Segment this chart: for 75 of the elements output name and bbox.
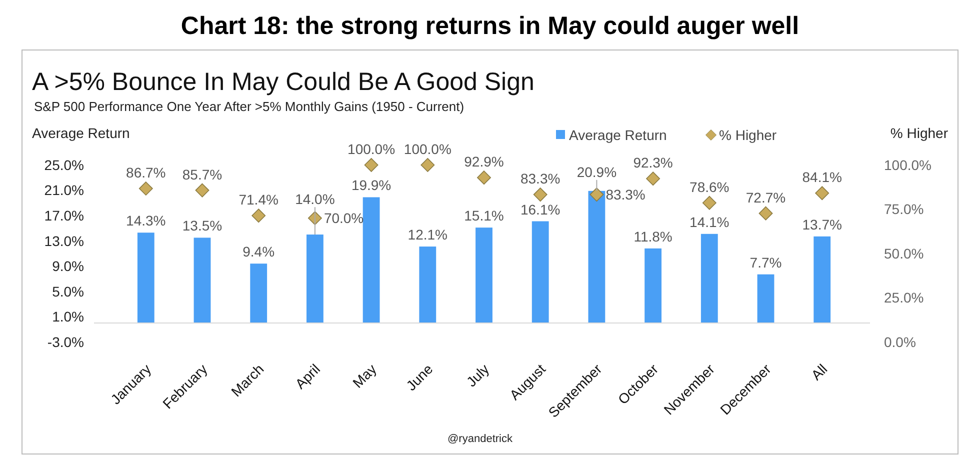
y2-tick-label: 0.0% [884, 334, 916, 350]
data-label: 13.5% [182, 218, 222, 234]
y-tick-label: 21.0% [44, 182, 84, 198]
data-label: 83.3% [606, 186, 646, 202]
bar [588, 190, 606, 324]
y-axis-title: Average Return [32, 125, 130, 141]
text: @ryandetrick [448, 433, 513, 445]
legend-label: Average Return [569, 127, 667, 143]
data-label: 92.3% [633, 154, 673, 171]
data-label: 14.3% [126, 212, 166, 229]
point [420, 158, 435, 172]
point [758, 206, 773, 220]
data-label: 12.1% [408, 226, 448, 243]
point [252, 208, 266, 223]
y-tick-label: 9.0% [52, 258, 84, 274]
point [815, 186, 830, 200]
point [364, 158, 378, 172]
point [138, 182, 153, 196]
data-label: 16.1% [520, 201, 560, 218]
point [702, 196, 716, 210]
y2-tick-label: 25.0% [884, 290, 924, 306]
bar [419, 246, 436, 324]
x-tick-label: May [349, 360, 380, 391]
y2-axis-title: % Higher [890, 125, 948, 141]
bar [700, 234, 718, 324]
data-label: 13.7% [802, 216, 842, 232]
y2-tick-label: 100.0% [884, 156, 932, 173]
data-label: 19.9% [351, 177, 392, 194]
data-label: 83.3% [520, 170, 560, 187]
y-tick-label: -3.0% [47, 334, 84, 350]
x-tick-label: All [808, 360, 830, 384]
bar [814, 236, 831, 324]
data-label: 14.1% [690, 214, 730, 230]
bar [194, 238, 211, 324]
y-tick-label: 1.0% [52, 308, 84, 325]
y-tick-label: 5.0% [52, 283, 84, 300]
bar [532, 221, 549, 324]
bar [362, 197, 380, 324]
point [590, 188, 604, 202]
y2-tick-label: 50.0% [884, 245, 924, 262]
point [646, 172, 660, 186]
data-label: 100.0% [404, 141, 452, 157]
bar [306, 234, 324, 324]
data-label: 11.8% [634, 228, 672, 244]
text: S&P 500 Performance One Year After >5% Monthly Gains (1950 - Current) [34, 99, 464, 114]
legend-label: % Higher [719, 127, 777, 143]
y-tick-label: 17.0% [44, 207, 84, 224]
bar [476, 228, 492, 324]
data-label: 100.0% [348, 141, 396, 157]
chart-title: Chart 18: the strong returns in May could auger well [180, 12, 800, 40]
data-label: 92.9% [464, 154, 504, 170]
data-label: 70.0% [324, 210, 364, 226]
bar [250, 264, 268, 324]
chart-subtitle: A >5% Bounce In May Could Be A Good Sign [32, 68, 534, 96]
point [533, 188, 548, 202]
bar [137, 232, 154, 324]
bar [757, 274, 774, 324]
data-label: 14.0% [295, 191, 335, 208]
y-tick-label: 25.0% [44, 156, 84, 173]
data-label: 72.7% [746, 189, 786, 206]
data-label: 78.6% [690, 178, 730, 195]
point [195, 183, 210, 198]
bar [644, 248, 662, 324]
x-tick-label: July [463, 360, 492, 390]
data-label: 15.1% [464, 208, 504, 224]
data-label: 86.7% [126, 164, 166, 181]
data-label: 84.1% [802, 169, 842, 186]
y-tick-label: 13.0% [44, 232, 84, 249]
data-label: 71.4% [238, 192, 278, 208]
y2-tick-label: 75.0% [884, 201, 924, 218]
data-label: 85.7% [182, 166, 222, 182]
data-label: 9.4% [242, 244, 275, 260]
data-label: 20.9% [576, 164, 617, 180]
point [477, 170, 491, 185]
data-label: 7.7% [750, 254, 782, 270]
